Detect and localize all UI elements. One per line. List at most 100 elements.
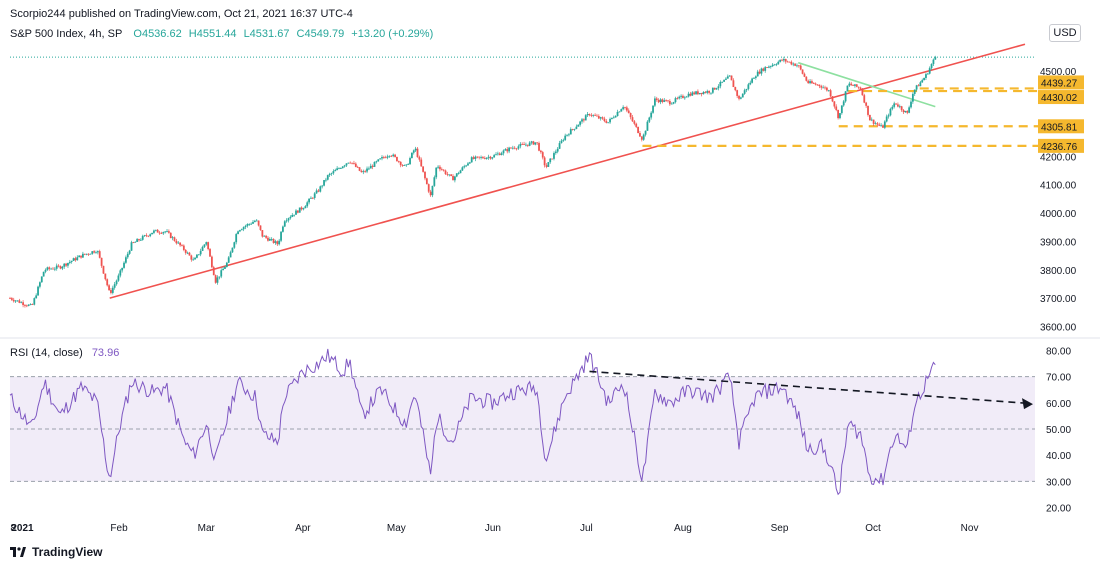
candle-up [366, 168, 368, 172]
candle-up [248, 223, 251, 225]
candle-down [805, 76, 808, 81]
candle-down [156, 229, 159, 233]
candle-up [177, 242, 180, 244]
candle-up [887, 115, 890, 117]
candle-down [597, 116, 600, 119]
candle-down [175, 240, 178, 244]
candle-down [797, 65, 800, 67]
candle-down [541, 152, 544, 158]
candle-down [852, 85, 854, 86]
candle-down [181, 245, 183, 247]
candle-down [631, 117, 634, 122]
candle-down [523, 144, 525, 145]
candle-up [773, 64, 776, 66]
candle-down [640, 136, 643, 140]
candle-up [302, 208, 305, 210]
candle-up [431, 185, 434, 196]
candle-up [448, 174, 451, 176]
candle-up [44, 269, 47, 272]
price-tick-label: 4500.00 [1040, 67, 1077, 78]
candle-up [622, 107, 625, 110]
candle-up [68, 261, 71, 263]
x-tick-label: Jul [580, 523, 593, 534]
candle-down [209, 249, 211, 257]
candle-down [689, 93, 692, 96]
candle-up [463, 166, 466, 168]
candle-down [272, 238, 275, 243]
high-value: H4551.44 [188, 28, 237, 40]
candle-up [725, 78, 727, 80]
candle-down [633, 121, 636, 124]
candle-up [250, 223, 253, 225]
candle-up [123, 262, 125, 268]
candle-up [117, 275, 120, 281]
candle-up [519, 144, 522, 147]
candle-up [218, 276, 221, 278]
candle-up [196, 254, 198, 258]
candle-up [197, 254, 200, 256]
candle-up [405, 164, 408, 166]
candle-down [807, 80, 810, 84]
candle-up [403, 165, 406, 166]
candle-up [70, 260, 73, 262]
candle-up [680, 95, 682, 97]
candle-up [151, 232, 153, 235]
x-tick-label: Mar [198, 523, 216, 534]
candle-up [915, 85, 918, 90]
x-tick-label: 2021 [11, 523, 34, 534]
candle-down [276, 241, 279, 245]
candle-up [313, 193, 316, 198]
candle-up [246, 224, 249, 226]
candle-up [268, 239, 271, 241]
candle-down [538, 143, 540, 151]
candle-up [96, 251, 99, 253]
candle-up [457, 173, 460, 175]
candle-up [240, 229, 243, 231]
candle-up [747, 84, 750, 89]
tradingview-footer[interactable]: TradingView [10, 545, 102, 559]
candle-up [336, 168, 339, 171]
candle-up [323, 180, 325, 186]
candle-down [855, 84, 858, 87]
candle-up [306, 202, 309, 207]
candle-up [128, 250, 131, 254]
candle-up [650, 112, 653, 118]
candle-down [625, 107, 628, 111]
candle-up [547, 162, 550, 167]
candle-down [603, 118, 606, 122]
candle-down [167, 231, 170, 233]
candle-down [394, 154, 396, 157]
price-tick-label: 3900.00 [1040, 237, 1077, 248]
candle-down [510, 147, 512, 149]
candle-up [652, 105, 654, 113]
candle-down [639, 133, 641, 137]
candle-up [319, 186, 322, 192]
candle-down [551, 158, 553, 160]
candle-down [713, 87, 716, 90]
candle-up [338, 168, 340, 170]
candle-down [829, 90, 832, 97]
candle-up [923, 77, 925, 81]
candle-down [31, 304, 34, 306]
candle-down [424, 171, 426, 179]
candle-down [106, 279, 109, 286]
candle-down [868, 114, 871, 121]
candle-up [491, 157, 494, 159]
x-tick-label: Jun [485, 523, 501, 534]
candle-up [242, 227, 245, 230]
candle-down [762, 68, 765, 71]
open-value: O4536.62 [133, 28, 182, 40]
candle-up [455, 173, 458, 177]
candle-down [102, 265, 105, 274]
currency-button[interactable]: USD [1049, 24, 1081, 42]
candle-up [751, 78, 754, 83]
candle-up [925, 74, 927, 78]
candle-down [138, 239, 140, 241]
candle-up [115, 280, 118, 285]
candle-up [435, 167, 438, 178]
candle-up [928, 68, 931, 74]
candle-up [898, 106, 901, 108]
candle-up [517, 146, 520, 149]
candle-up [270, 238, 273, 240]
